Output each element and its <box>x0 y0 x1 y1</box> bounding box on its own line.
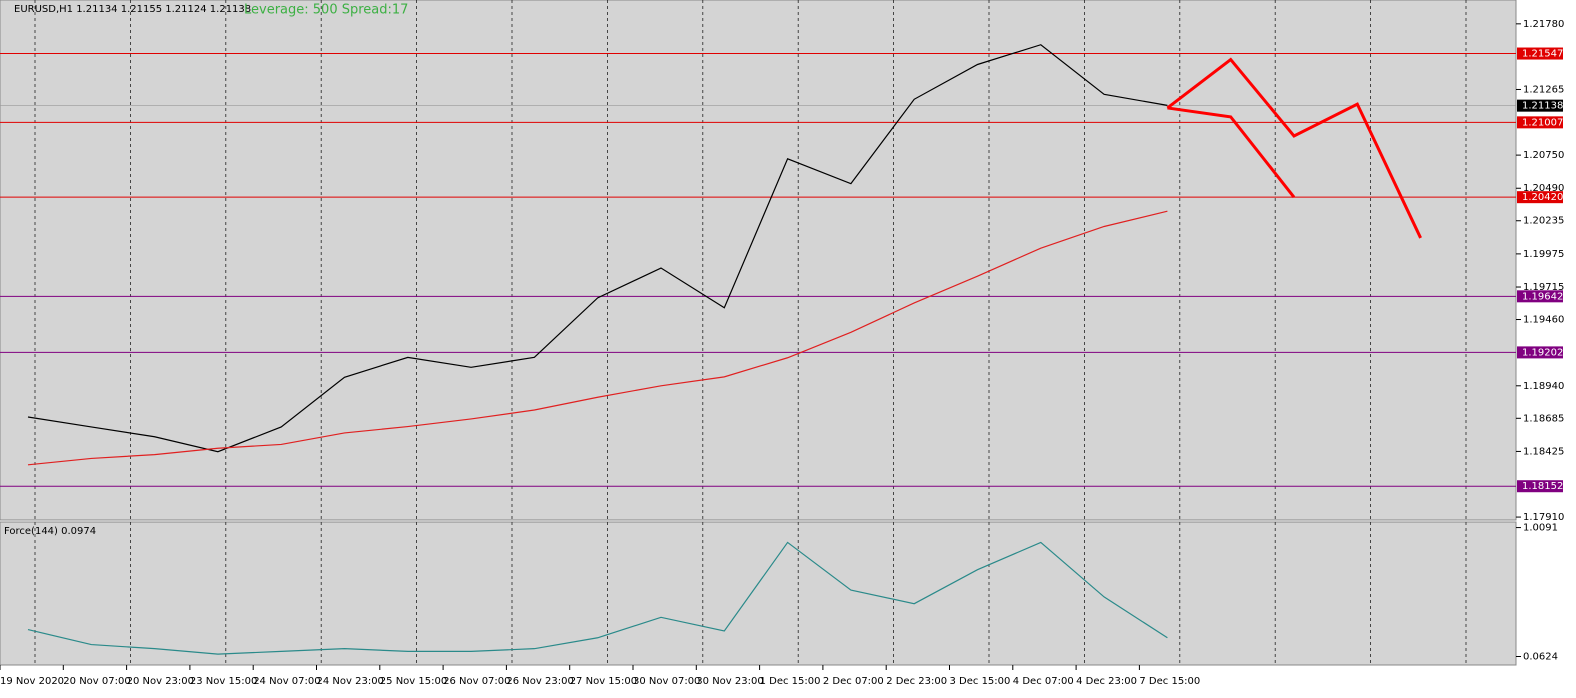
x-tick-label: 25 Nov 15:00 <box>380 676 447 687</box>
level-label: 1.21007 <box>1522 117 1563 128</box>
level-box <box>1517 116 1563 129</box>
x-tick-label: 20 Nov 23:00 <box>127 676 194 687</box>
level-box <box>1517 346 1563 359</box>
y-tick-label: 1.17910 <box>1523 512 1564 523</box>
series-line <box>27 210 1168 466</box>
y-tick-label: 1.19460 <box>1523 315 1564 326</box>
x-tick-label: 4 Dec 23:00 <box>1076 676 1137 687</box>
y-tick-label: 1.21265 <box>1523 84 1564 95</box>
series-line <box>27 44 1168 453</box>
series-line <box>1166 57 1422 239</box>
level-label: 1.20420 <box>1522 192 1563 203</box>
y-tick-label: 1.20750 <box>1523 150 1564 161</box>
x-tick-label: 30 Nov 23:00 <box>696 676 763 687</box>
series-line <box>1167 106 1296 199</box>
x-tick-label: 24 Nov 07:00 <box>253 676 320 687</box>
current-price-box <box>1517 99 1563 112</box>
x-tick-label: 19 Nov 2020 <box>0 676 64 687</box>
y-tick-label: 1.19715 <box>1523 282 1564 293</box>
y-tick-label: 0.0624 <box>1523 652 1558 663</box>
x-tick-label: 30 Nov 07:00 <box>633 676 700 687</box>
level-label: 1.19202 <box>1522 347 1563 358</box>
x-tick-label: 7 Dec 15:00 <box>1139 676 1200 687</box>
y-tick-label: 1.21780 <box>1523 19 1564 30</box>
y-tick-label: 1.20235 <box>1523 216 1564 227</box>
x-tick-label: 2 Dec 07:00 <box>823 676 884 687</box>
level-box <box>1517 191 1563 204</box>
main-panel <box>0 0 1517 521</box>
y-tick-label: 1.20490 <box>1523 183 1564 194</box>
x-tick-label: 27 Nov 15:00 <box>570 676 637 687</box>
level-label: 1.21547 <box>1522 49 1563 60</box>
x-tick-label: 26 Nov 23:00 <box>506 676 573 687</box>
level-label: 1.18152 <box>1522 481 1563 492</box>
series-line <box>27 541 1168 655</box>
y-tick-label: 1.19975 <box>1523 249 1564 260</box>
level-label: 1.19642 <box>1522 291 1563 302</box>
x-tick-label: 20 Nov 07:00 <box>63 676 130 687</box>
x-tick-label: 2 Dec 23:00 <box>886 676 947 687</box>
y-tick-label: 1.18685 <box>1523 413 1564 424</box>
current-price-label: 1.21138 <box>1522 101 1563 112</box>
indicator-title: Force(144) 0.0974 <box>4 526 96 537</box>
force-panel <box>0 521 1517 666</box>
chart-subtitle: Leverage: 500 Spread:17 <box>244 3 408 18</box>
x-tick-label: 23 Nov 15:00 <box>190 676 257 687</box>
x-tick-label: 3 Dec 15:00 <box>950 676 1011 687</box>
x-tick-label: 1 Dec 15:00 <box>760 676 821 687</box>
x-tick-label: 4 Dec 07:00 <box>1013 676 1074 687</box>
level-box <box>1517 480 1563 493</box>
day-separators <box>34 0 1467 665</box>
level-box <box>1517 290 1563 303</box>
y-tick-label: 1.18425 <box>1523 446 1564 457</box>
chart-title: EURUSD,H1 1.21134 1.21155 1.21124 1.2113… <box>14 4 251 15</box>
y-tick-label: 1.0091 <box>1523 523 1558 534</box>
x-tick-label: 24 Nov 23:00 <box>317 676 384 687</box>
x-tick-label: 26 Nov 07:00 <box>443 676 510 687</box>
level-box <box>1517 47 1563 60</box>
y-tick-label: 1.18940 <box>1523 381 1564 392</box>
